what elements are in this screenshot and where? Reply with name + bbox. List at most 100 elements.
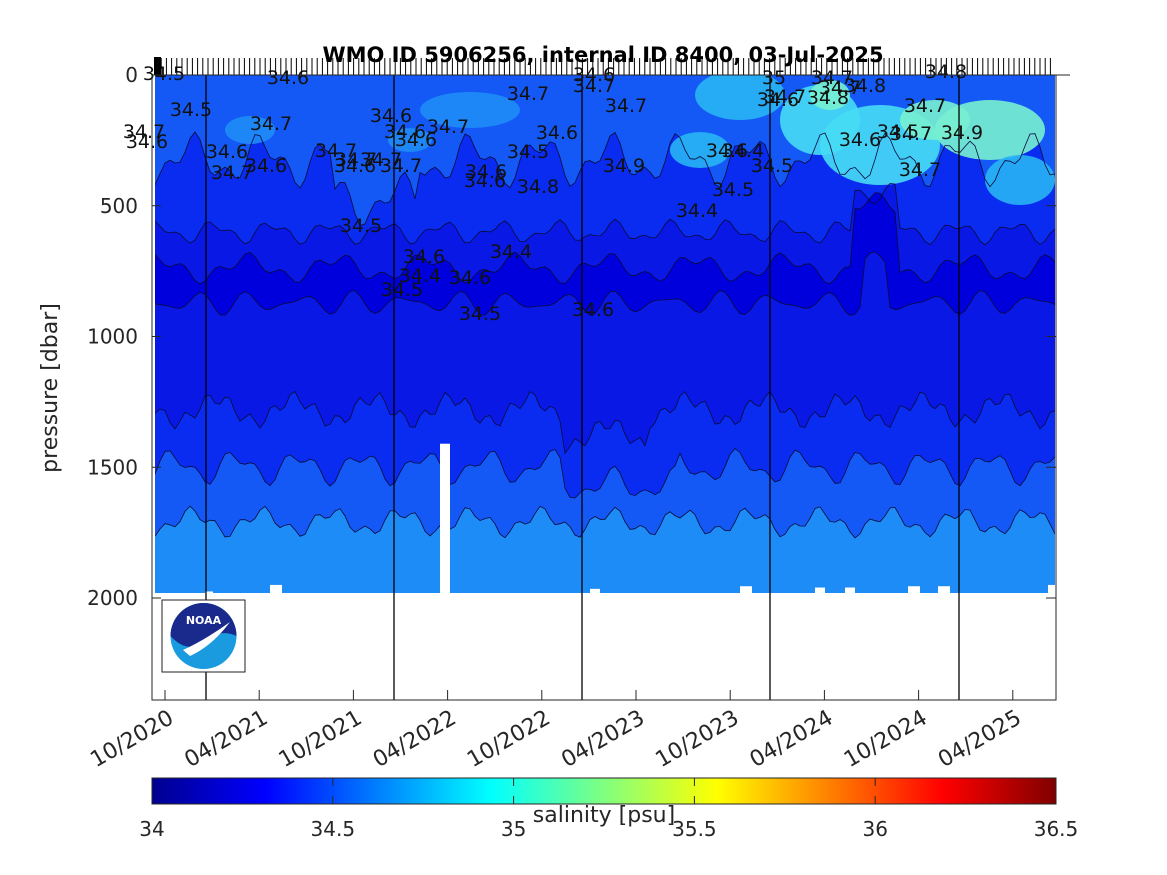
contour-label: 34.5	[751, 155, 793, 177]
x-tick-label: 10/2023	[652, 706, 744, 773]
x-tick-label: 04/2024	[746, 706, 838, 773]
colorbar-tick-label: 35	[501, 817, 526, 841]
data-gap	[440, 443, 450, 600]
high-salinity-patch	[900, 100, 970, 140]
salinity-layer	[155, 192, 1055, 316]
contour-label: 34.7	[315, 140, 357, 162]
contour-label: 34.5	[877, 121, 919, 143]
profile-tick-mark	[154, 57, 161, 75]
surface-layer	[155, 75, 1055, 103]
contour-label: 34.5	[507, 141, 549, 163]
contour-label: 34.8	[807, 87, 849, 109]
high-salinity-patch	[810, 80, 850, 110]
contour-lines	[155, 131, 1055, 539]
data-gap	[815, 587, 825, 600]
contour-label: 34.7	[507, 83, 549, 105]
x-tick-label: 04/2025	[934, 706, 1026, 773]
contour-line	[155, 131, 1055, 227]
contour-label: 34.6	[245, 155, 287, 177]
salinity-layer	[155, 183, 1055, 284]
salinity-layer	[155, 448, 1055, 538]
contour-line	[155, 192, 1055, 285]
contour-label: 34.4	[490, 241, 532, 263]
contour-label: 34.7	[335, 149, 377, 171]
contour-label: 34.7	[211, 162, 253, 184]
contour-label: 34.5	[143, 63, 185, 85]
data-gap	[590, 588, 600, 600]
contour-label: 34.4	[676, 200, 718, 222]
contour-label: 34.7	[904, 95, 946, 117]
data-gap	[938, 586, 950, 600]
colorbar-label: salinity [psu]	[533, 803, 675, 828]
contour-label: 34.9	[941, 122, 983, 144]
contour-label: 34.5	[459, 303, 501, 325]
contour-labels: 34.5 34.634.534.734.734.6 34.634.634.734.7…	[123, 61, 983, 325]
data-gap	[1048, 584, 1055, 600]
contour-label: 34.7	[890, 123, 932, 145]
contour-label: 34.5	[170, 99, 212, 121]
logo-text: NOAA	[186, 614, 222, 627]
contour-label: 34.5	[712, 179, 754, 201]
salinity-layer	[155, 506, 1055, 593]
contour-label: 34.7	[899, 159, 941, 181]
contour-line	[155, 390, 1055, 455]
contour-label: 34.6	[206, 141, 248, 163]
contour-label: 34.6	[464, 170, 506, 192]
high-salinity-patch	[388, 128, 432, 152]
contour-label: 34.8	[844, 75, 886, 97]
contour-label: 34.5	[381, 279, 423, 301]
x-axis: 10/2020 04/2021 10/2021 04/2022 10/2022 04/20…	[86, 690, 1026, 773]
colorbar-tick-label: 35.5	[672, 817, 717, 841]
contour-label: 34.6	[449, 267, 491, 289]
contour-label: 34.6	[370, 105, 412, 127]
contour-label: 34.5	[340, 215, 382, 237]
contour-label: 34.6	[403, 246, 445, 268]
contour-label: 34.6	[757, 89, 799, 111]
year-divider-lines	[205, 75, 960, 700]
colorbar-ticks: 34 34.5 35 35.5 36 36.5	[139, 778, 1078, 841]
colorbar-tick-label: 34.5	[311, 817, 356, 841]
colorbar	[151, 777, 1057, 805]
contour-label: 34.6	[395, 129, 437, 151]
contour-line	[155, 251, 1055, 317]
high-salinity-patch	[420, 92, 520, 128]
y-tick-label: 0	[125, 63, 138, 87]
high-salinity-patch	[985, 155, 1055, 205]
data-gap	[908, 586, 920, 600]
salinity-layer	[155, 252, 1055, 454]
x-tick-label: 10/2021	[275, 706, 367, 773]
y-axis: 0 500 1000 1500 2000	[87, 63, 1070, 610]
contour-label: 34.6	[267, 67, 309, 89]
y-tick-label: 2000	[87, 586, 138, 610]
x-tick-label: 10/2022	[463, 706, 555, 773]
contour-label: 34.7	[360, 149, 402, 171]
contour-line	[155, 447, 1055, 499]
contour-label: 34.4	[722, 140, 764, 162]
contour-label: 34.7	[427, 116, 469, 138]
no-data-region	[155, 598, 1055, 700]
y-tick-label: 1500	[87, 455, 138, 479]
y-tick-label: 500	[100, 194, 138, 218]
y-tick-label: 1000	[87, 325, 138, 349]
contour-label: 34.8	[517, 176, 559, 198]
salinity-layer	[155, 391, 1055, 498]
contour-label: 34.6	[126, 131, 168, 153]
colorbar-tick-label: 36	[862, 817, 887, 841]
data-gap	[845, 587, 855, 600]
colorbar-tick-label: 34	[139, 817, 164, 841]
x-tick-label: 10/2024	[840, 706, 932, 773]
x-tick-label: 10/2020	[86, 706, 178, 773]
y-axis-label: pressure [dbar]	[38, 303, 63, 473]
contour-label: 34.6	[465, 161, 507, 183]
contour-label: 34.6	[334, 155, 376, 177]
contour-label: 34.7	[250, 113, 292, 135]
high-salinity-patch	[225, 116, 275, 144]
contour-line	[155, 505, 1055, 539]
contour-label: 34.7	[605, 95, 647, 117]
contour-label: 34.7	[573, 75, 615, 97]
contour-line	[155, 182, 1055, 246]
missing-data-gaps	[155, 443, 1055, 700]
data-gap	[205, 591, 213, 600]
contour-label: 34.7	[764, 86, 806, 108]
